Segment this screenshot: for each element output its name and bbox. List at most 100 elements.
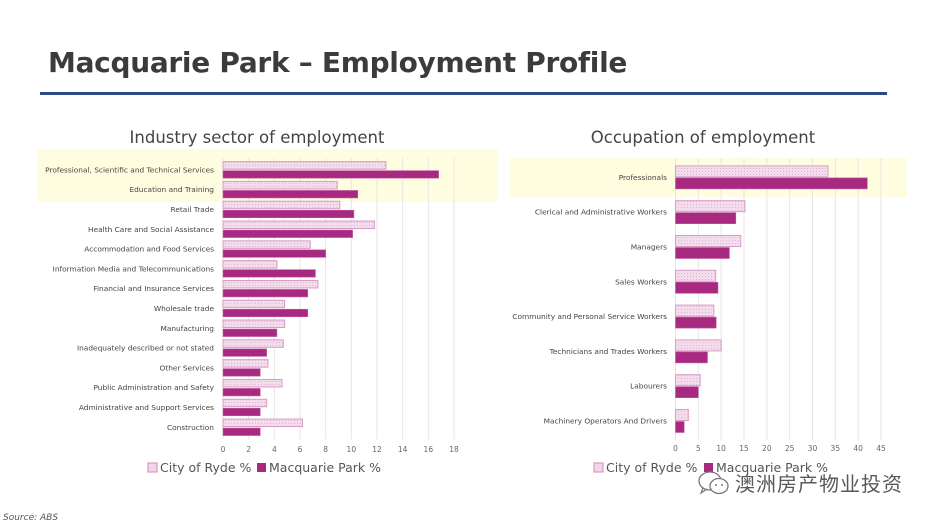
bar-macquarie-park	[675, 386, 699, 399]
category-label: Administrative and Support Services	[79, 403, 214, 412]
bar-macquarie-park	[222, 289, 308, 298]
category-label: Other Services	[160, 363, 215, 372]
category-label: Labourers	[630, 382, 667, 391]
category-label: Public Administration and Safety	[93, 383, 214, 392]
source-note: Source: ABS	[3, 513, 59, 523]
bar-macquarie-park	[222, 190, 359, 199]
category-label: Machinery Operators And Drivers	[544, 417, 668, 426]
bar-macquarie-park	[675, 177, 868, 190]
chart-title: Industry sector of employment	[130, 128, 385, 147]
category-label: Sales Workers	[615, 277, 667, 286]
x-tick-label: 5	[696, 444, 701, 453]
bar-macquarie-park	[222, 388, 261, 397]
category-label: Information Media and Telecommunications	[53, 264, 214, 273]
bar-city-of-ryde	[675, 269, 717, 282]
legend-swatch-macquarie-park	[257, 463, 266, 472]
bar-macquarie-park	[222, 427, 261, 436]
bar-city-of-ryde	[675, 409, 689, 421]
x-tick-label: 10	[347, 445, 357, 454]
bar-city-of-ryde	[675, 339, 722, 352]
category-label: Education and Training	[129, 185, 214, 194]
bar-macquarie-park	[675, 247, 730, 259]
bar-city-of-ryde	[222, 359, 269, 368]
category-label: Technicians and Trades Workers	[549, 347, 668, 356]
x-tick-label: 14	[398, 445, 408, 454]
legend-label-city-of-ryde: City of Ryde %	[160, 460, 251, 475]
category-label: Managers	[631, 243, 667, 252]
legend-label-macquarie-park: Macquarie Park %	[269, 460, 381, 475]
x-tick-label: 10	[716, 444, 726, 453]
bar-macquarie-park	[222, 348, 267, 357]
bar-city-of-ryde	[222, 418, 304, 428]
bar-city-of-ryde	[675, 304, 715, 317]
bar-city-of-ryde	[222, 260, 278, 269]
category-label: Wholesale trade	[154, 304, 215, 313]
highlight-band	[510, 158, 907, 197]
category-label: Professional, Scientific and Technical S…	[45, 165, 214, 174]
bar-city-of-ryde	[222, 319, 286, 329]
legend-swatch-macquarie-park	[704, 463, 713, 472]
bar-city-of-ryde	[222, 220, 375, 230]
bar-macquarie-park	[222, 229, 353, 238]
x-tick-label: 12	[372, 445, 382, 454]
category-label: Inadequately described or not stated	[77, 344, 214, 353]
chart-title: Occupation of employment	[591, 128, 816, 147]
bar-city-of-ryde	[222, 398, 268, 408]
category-label: Health Care and Social Assistance	[88, 225, 214, 234]
x-tick-label: 18	[449, 445, 459, 454]
x-tick-label: 8	[323, 445, 328, 454]
x-tick-label: 0	[673, 444, 678, 453]
bar-city-of-ryde	[222, 279, 319, 289]
watermark: 澳洲房产物业投资	[697, 468, 903, 497]
x-tick-label: 25	[785, 444, 795, 453]
bar-macquarie-park	[222, 249, 326, 258]
x-tick-label: 30	[808, 444, 818, 453]
bar-city-of-ryde	[222, 339, 284, 348]
bar-city-of-ryde	[222, 200, 341, 210]
industry-chart: Industry sector of employment 0 2 4 6 8 10 12 14…	[37, 128, 498, 475]
legend-label-macquarie-park: Macquarie Park %	[716, 460, 828, 475]
x-tick-label: 0	[221, 445, 226, 454]
occupation-chart: Occupation of employment 0 5 10 15 20 25 30 35 40…	[510, 128, 907, 475]
x-tick-label: 20	[762, 444, 772, 453]
bar-city-of-ryde	[222, 180, 338, 190]
category-label: Manufacturing	[160, 324, 214, 333]
x-tick-label: 40	[853, 444, 863, 453]
x-tick-label: 6	[298, 445, 303, 454]
watermark-text: 澳洲房产物业投资	[735, 472, 903, 496]
x-tick-label: 15	[739, 444, 749, 453]
x-tick-label: 2	[246, 445, 251, 454]
category-label: Financial and Insurance Services	[93, 284, 214, 293]
category-label: Professionals	[619, 173, 667, 182]
legend-swatch-city-of-ryde	[593, 462, 604, 473]
bar-city-of-ryde	[222, 299, 286, 309]
x-tick-label: 35	[831, 444, 841, 453]
page-title: Macquarie Park – Employment Profile	[48, 46, 628, 79]
bar-city-of-ryde	[222, 240, 311, 249]
bar-macquarie-park	[675, 212, 737, 224]
bar-macquarie-park	[222, 170, 439, 179]
bar-macquarie-park	[675, 281, 719, 294]
category-label: Retail Trade	[171, 205, 215, 214]
bar-macquarie-park	[222, 308, 308, 318]
bar-city-of-ryde	[222, 161, 387, 170]
bar-macquarie-park	[222, 407, 261, 417]
bar-macquarie-park	[675, 351, 708, 364]
category-label: Accommodation and Food Services	[84, 245, 214, 254]
bar-macquarie-park	[675, 316, 717, 329]
bar-macquarie-park	[675, 421, 685, 433]
bar-city-of-ryde	[222, 378, 283, 388]
bar-macquarie-park	[222, 368, 261, 377]
bar-macquarie-park	[222, 269, 316, 278]
bar-city-of-ryde	[675, 165, 829, 178]
category-label: Clerical and Administrative Workers	[535, 208, 667, 217]
x-tick-label: 45	[876, 444, 886, 453]
bar-city-of-ryde	[675, 374, 701, 387]
bar-macquarie-park	[222, 209, 355, 219]
title-rule	[40, 92, 887, 95]
category-label: Construction	[167, 423, 214, 432]
legend-swatch-city-of-ryde	[147, 462, 158, 473]
x-tick-label: 4	[272, 445, 277, 454]
wechat-icon	[698, 470, 729, 495]
